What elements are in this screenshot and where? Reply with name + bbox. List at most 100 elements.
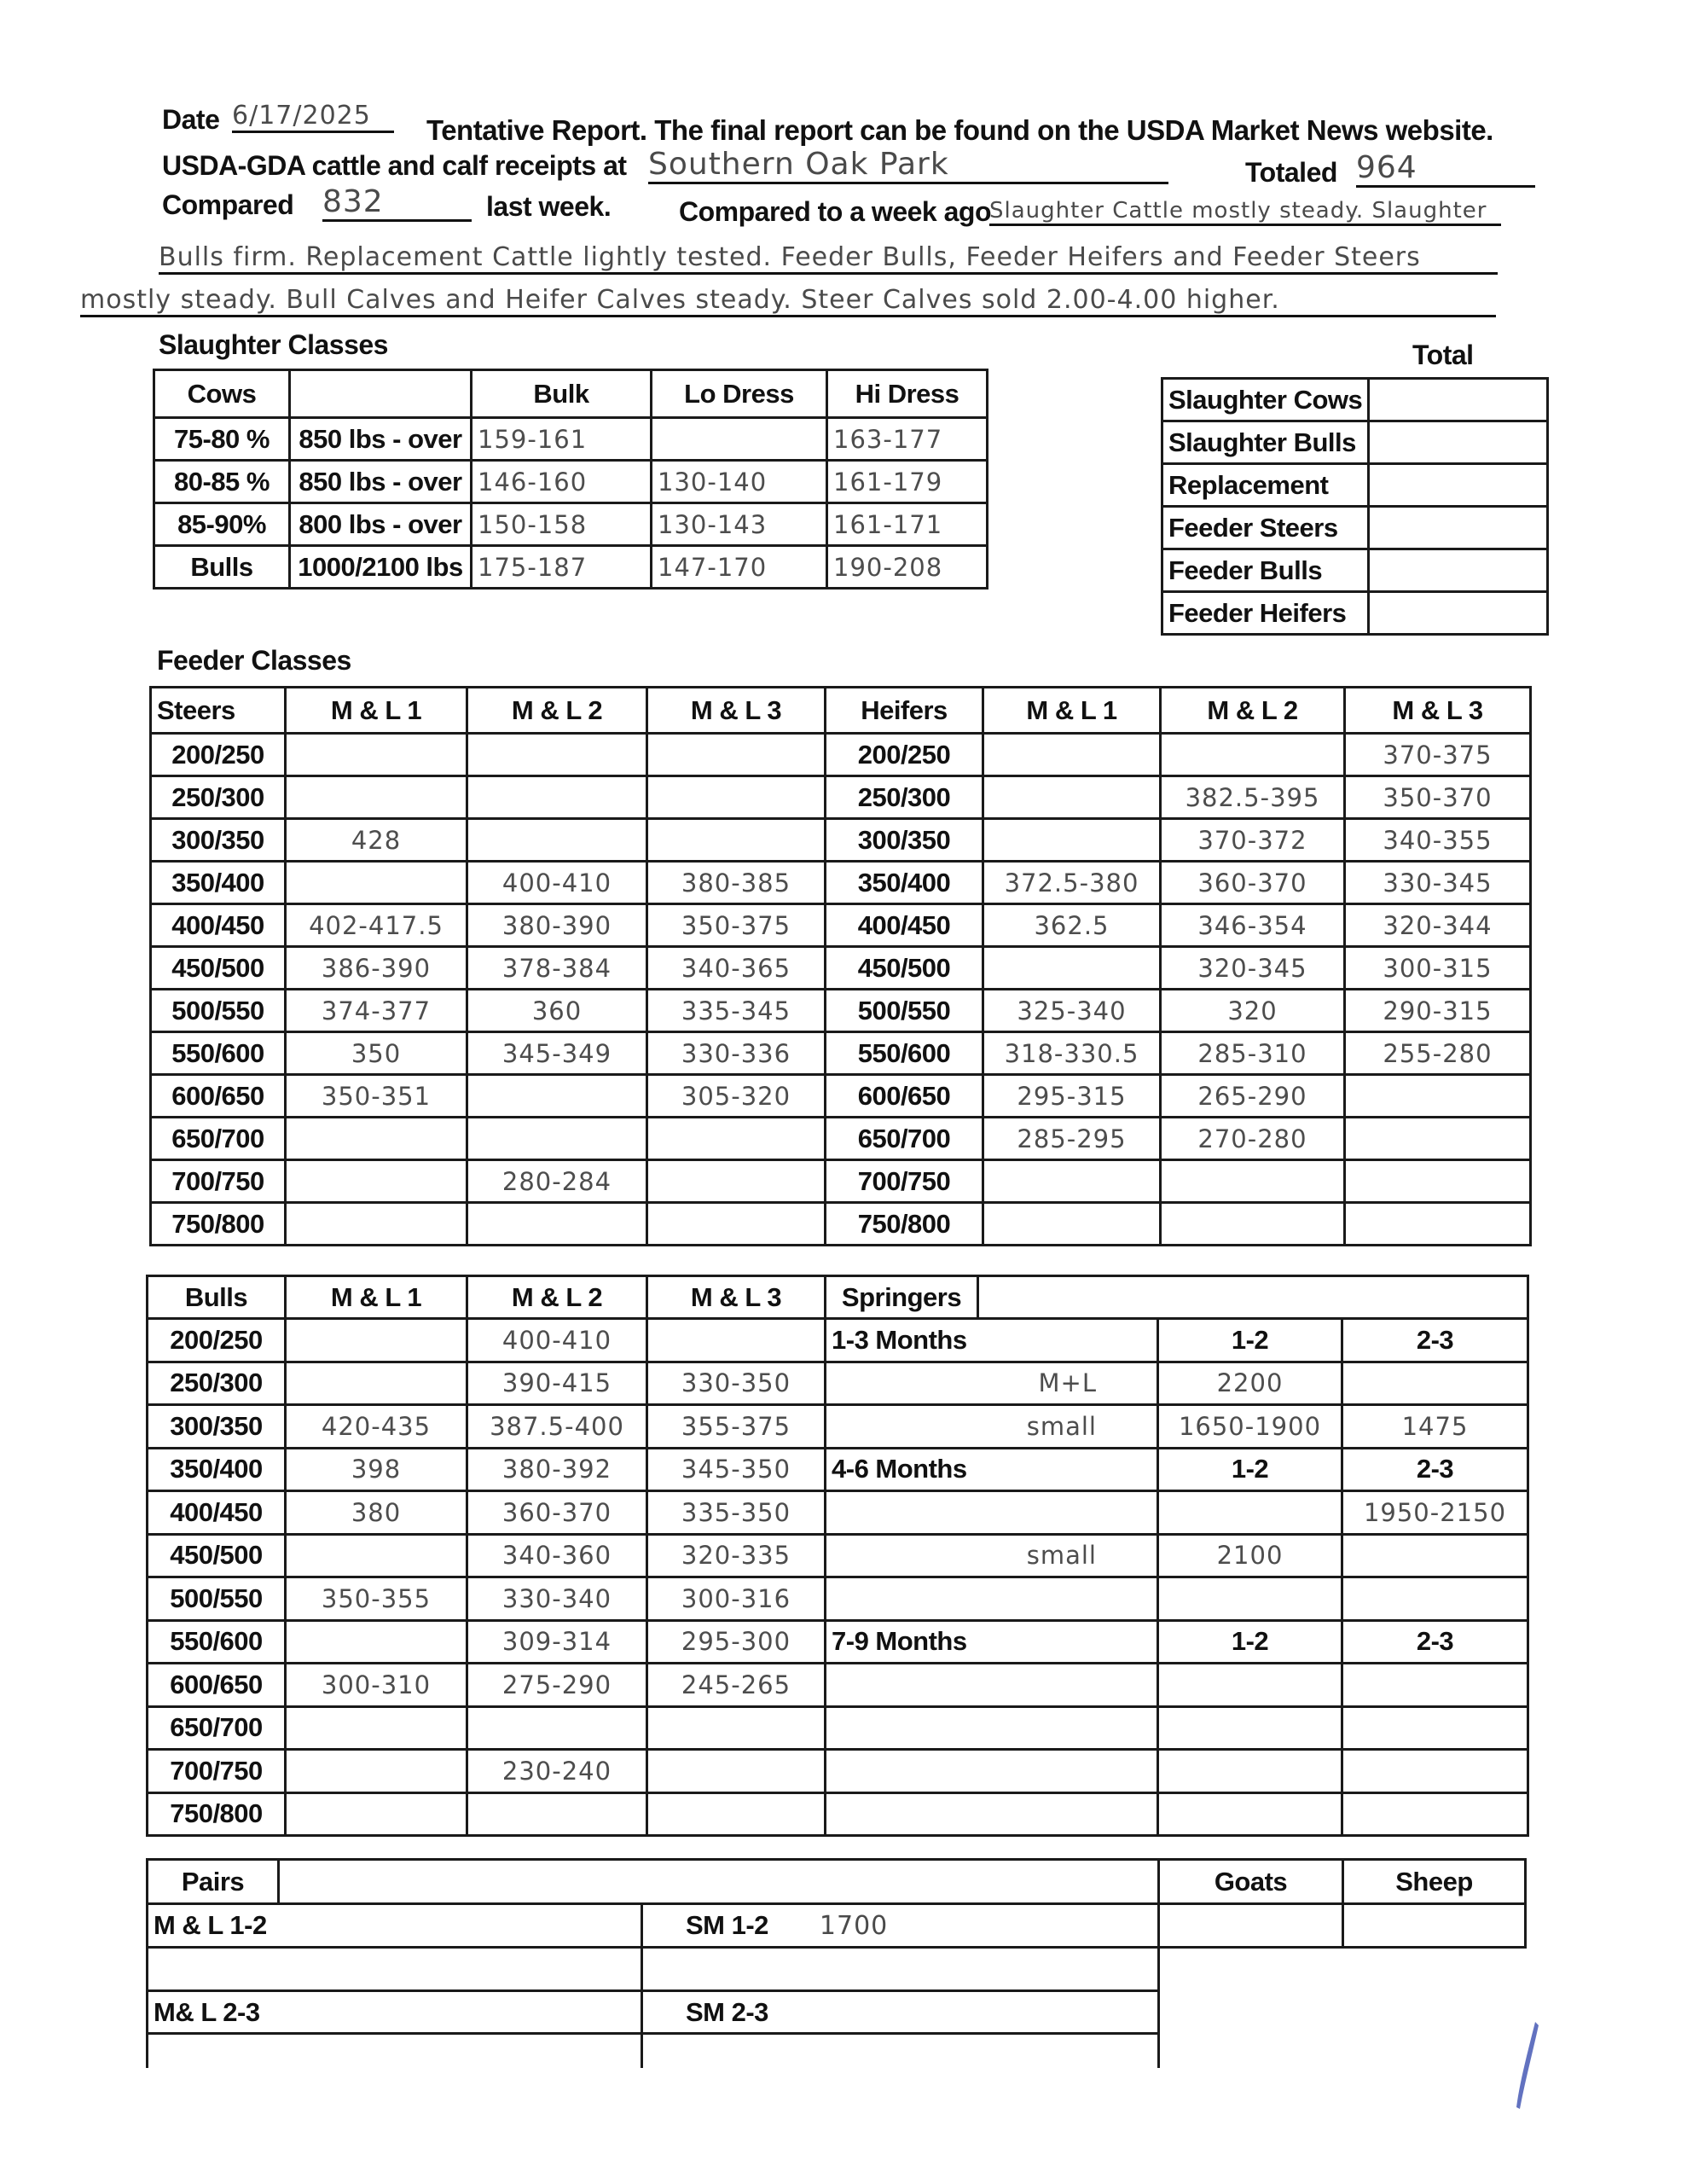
price-cell: 387.5-400 (466, 1403, 648, 1449)
table-row: 750/800 750/800 (149, 1201, 1532, 1246)
weight-range: 350/400 (149, 860, 287, 905)
price-cell: 380-390 (466, 903, 648, 948)
springers-value (1341, 1662, 1529, 1708)
springers-label (824, 1490, 1159, 1536)
table-row: 350/400 400-410 380-385 350/400 372.5-380 360… (149, 860, 1532, 905)
price-cell: 350-351 (284, 1073, 468, 1118)
total-label: Replacement (1160, 462, 1371, 508)
table-row: Slaughter Bulls (1160, 420, 1550, 465)
goats-header: Goats (1157, 1858, 1344, 1905)
total-label: Slaughter Cows (1160, 377, 1371, 422)
table-row: 600/650 350-351 305-320 600/650 295-315 265-2… (149, 1073, 1532, 1118)
weight-range: 700/750 (149, 1159, 287, 1204)
column-header (288, 369, 472, 419)
price-cell (284, 1201, 468, 1246)
price-cell (646, 1201, 826, 1246)
total-label: Feeder Heifers (1160, 590, 1371, 636)
price-cell: 360-370 (1159, 860, 1346, 905)
column-header: M & L 1 (284, 686, 468, 735)
price-cell: 370-372 (1159, 817, 1346, 863)
receipts-label: USDA-GDA cattle and calf receipts at (162, 150, 627, 181)
price-cell (466, 1201, 648, 1246)
price-cell: 378-384 (466, 945, 648, 990)
price-cell (284, 1748, 468, 1794)
price-cell: 290-315 (1343, 988, 1532, 1033)
price-cell: 147-170 (650, 544, 828, 590)
table-row: Feeder Bulls (1160, 548, 1550, 593)
price-cell: 330-350 (646, 1360, 826, 1406)
totaled-label: Totaled (1245, 157, 1337, 188)
table-row: Slaughter Cows (1160, 377, 1550, 422)
price-cell: 400-410 (466, 1317, 648, 1363)
row-label: 850 lbs - over (288, 459, 472, 504)
total-label: Feeder Steers (1160, 505, 1371, 550)
springers-value (1341, 1576, 1529, 1622)
price-cell (1343, 1116, 1532, 1161)
price-cell: 295-315 (982, 1073, 1162, 1118)
price-cell: 130-140 (650, 459, 828, 504)
table-row: 300/350 428 300/350 370-372 340-355 (149, 817, 1532, 863)
weight-range: 350/400 (146, 1446, 287, 1492)
price-cell: 360 (466, 988, 648, 1033)
price-cell (284, 775, 468, 820)
price-cell: 265-290 (1159, 1073, 1346, 1118)
springers-label (824, 1705, 1159, 1751)
price-cell (646, 775, 826, 820)
price-cell: 420-435 (284, 1403, 468, 1449)
table-row: Feeder Steers (1160, 505, 1550, 550)
week-ago-label: Compared to a week ago (679, 196, 991, 227)
slaughter-table: Cows Bulk Lo Dress Hi Dress 75-80 % 850 lbs -… (153, 369, 988, 590)
report-notice: Tentative Report. The final report can b… (426, 114, 1493, 146)
price-cell: 320-335 (646, 1532, 826, 1578)
price-cell: 350 (284, 1031, 468, 1076)
weight-range: 200/250 (149, 732, 287, 777)
price-cell: 318-330.5 (982, 1031, 1162, 1076)
table-row: 550/600 309-314 295-300 7-9 Months 1-2 2-3 (146, 1618, 1529, 1664)
springers-value (1157, 1490, 1343, 1536)
price-cell: 270-280 (1159, 1116, 1346, 1161)
springers-label (824, 1576, 1159, 1622)
table-row: 550/600 350 345-349 330-336 550/600 318-330.5… (149, 1031, 1532, 1076)
total-value (1367, 548, 1550, 593)
total-value (1367, 377, 1550, 422)
price-cell: 305-320 (646, 1073, 826, 1118)
price-cell: 372.5-380 (982, 860, 1162, 905)
totals-table: Slaughter Cows Slaughter Bulls Replacement… (1160, 377, 1550, 636)
pairs-ml23-label: M& L 2-3 (146, 1989, 643, 2035)
pairs-blank-header (277, 1858, 1160, 1905)
location-value: Southern Oak Park (648, 147, 1168, 184)
price-cell (982, 945, 1162, 990)
weight-range: 750/800 (149, 1201, 287, 1246)
comments-line-1: Slaughter Cattle mostly steady. Slaughte… (989, 198, 1501, 226)
price-cell (646, 1159, 826, 1204)
weight-range: 500/550 (824, 988, 984, 1033)
price-cell: 355-375 (646, 1403, 826, 1449)
price-cell (284, 1532, 468, 1578)
price-cell: 146-160 (470, 459, 652, 504)
price-cell (646, 1791, 826, 1837)
price-cell: 295-300 (646, 1618, 826, 1664)
pairs-header: Pairs (146, 1858, 280, 1905)
table-row: 200/250 200/250 370-375 (149, 732, 1532, 777)
price-cell: 380 (284, 1490, 468, 1536)
slaughter-header-row: Cows Bulk Lo Dress Hi Dress (153, 369, 988, 419)
price-cell: 386-390 (284, 945, 468, 990)
price-cell (646, 1705, 826, 1751)
price-cell: 340-355 (1343, 817, 1532, 863)
column-header: M & L 1 (284, 1275, 468, 1320)
price-cell (982, 1159, 1162, 1204)
row-label: 800 lbs - over (288, 502, 472, 547)
weight-range: 300/350 (824, 817, 984, 863)
price-cell: 428 (284, 817, 468, 863)
price-cell (646, 732, 826, 777)
column-header: Heifers (824, 686, 984, 735)
price-cell: 190-208 (826, 544, 988, 590)
springers-value (1341, 1705, 1529, 1751)
column-header: M & L 2 (1159, 686, 1346, 735)
springers-label: M+L (824, 1360, 1159, 1406)
column-header: Cows (153, 369, 291, 419)
table-row: 700/750 230-240 (146, 1748, 1529, 1794)
springers-value: 1-2 (1157, 1446, 1343, 1492)
table-row: Feeder Heifers (1160, 590, 1550, 636)
